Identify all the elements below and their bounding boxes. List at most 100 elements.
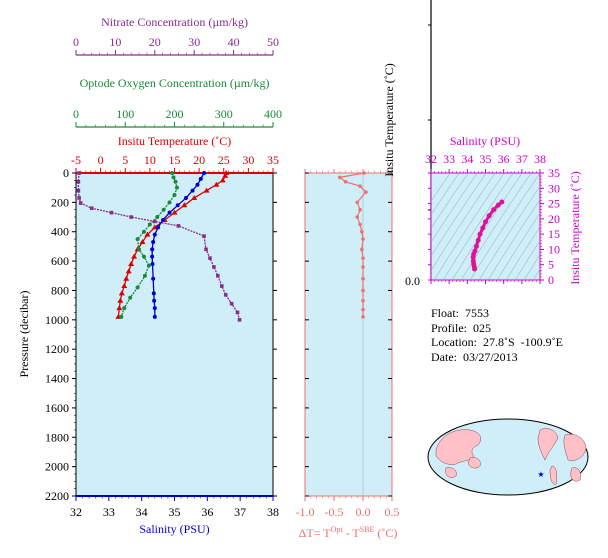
density-contour — [431, 173, 460, 216]
density-contour — [514, 240, 540, 280]
pressure-tick-label: 0 — [63, 166, 69, 180]
ts-point — [499, 199, 505, 205]
ts-plot-area — [430, 172, 541, 281]
ts-series — [470, 199, 505, 272]
nitrate-point — [235, 310, 240, 315]
salinity-point — [202, 171, 207, 175]
nitrate-tick-label: 40 — [228, 35, 240, 49]
temperature-tick-label: 20 — [193, 153, 205, 167]
pressure-tick-label: 200 — [51, 195, 69, 209]
pressure-tick-label: 1400 — [45, 372, 69, 386]
density-contour — [532, 268, 540, 280]
delta-t-point — [361, 265, 365, 269]
density-contour — [469, 173, 540, 280]
ts-point — [477, 231, 483, 237]
nitrate-point — [202, 234, 206, 238]
salinity-point — [198, 176, 203, 181]
salinity-point — [195, 182, 200, 187]
delta-t-chart: -1.0 -0.5 0.0 0.5 ΔT= TOpt - TSBE (˚C) — [296, 169, 400, 540]
oxygen-point — [147, 222, 152, 227]
oxygen-point — [161, 207, 166, 212]
salinity-tick-label: 34 — [136, 505, 148, 519]
ts-x-tick-label: 35 — [480, 152, 492, 166]
salinity-tick-label: 37 — [234, 505, 246, 519]
oxygen-point — [122, 306, 127, 311]
ts-x-tick-label: 32 — [425, 152, 437, 166]
temperature-point — [222, 172, 229, 178]
oxygen-point — [172, 193, 177, 198]
density-contour — [431, 173, 469, 229]
density-contour — [431, 173, 487, 257]
nitrate-point — [109, 210, 114, 215]
ts-point — [475, 237, 481, 243]
temperature-point — [223, 170, 230, 175]
nitrate-point — [223, 293, 228, 297]
ts-x-tick-label: 33 — [443, 152, 455, 166]
pressure-axis: 0 200 400 600 800 1000 1200 1400 1600 1800 2000 220… — [45, 166, 277, 503]
pressure-tick-label: 1600 — [45, 401, 69, 415]
nitrate-point — [153, 219, 157, 224]
salinity-point — [152, 232, 157, 237]
temperature-point — [131, 253, 138, 259]
nitrate-tick-label: 50 — [267, 35, 279, 49]
delta-t-tick-label: -0.5 — [325, 505, 344, 519]
oxygen-point — [135, 237, 140, 242]
delta-t-point — [361, 276, 365, 281]
oxygen-point — [146, 263, 151, 268]
profile-series — [76, 170, 242, 322]
ts-y-tick-label: 25 — [548, 197, 560, 211]
delta-t-point — [362, 171, 366, 175]
salinity-point — [150, 247, 155, 252]
salinity-point — [156, 225, 161, 230]
salinity-tick-label: 35 — [169, 505, 181, 519]
pressure-tick-label: 400 — [51, 225, 69, 239]
left-axis-zero: 0.0 — [405, 274, 420, 288]
nitrate-point — [237, 318, 242, 322]
oxygen-point — [173, 179, 178, 184]
density-contour — [487, 199, 540, 280]
density-contour — [431, 173, 451, 202]
density-contour — [460, 173, 532, 280]
delta-t-point — [360, 247, 364, 252]
pressure-tick-label: 1800 — [45, 430, 69, 444]
delta-t-point — [338, 175, 342, 180]
salinity-point — [151, 291, 156, 296]
nitrate-point — [219, 284, 224, 288]
temperature-point — [144, 231, 151, 237]
salinity-tick-label: 32 — [70, 505, 82, 519]
salinity-tick-label: 36 — [201, 505, 213, 519]
oxygen-point — [170, 171, 175, 175]
density-contour — [505, 226, 540, 280]
ts-y-tick-label: 35 — [548, 166, 560, 180]
delta-t-point — [355, 200, 360, 205]
salinity-point — [190, 188, 195, 193]
map-land — [435, 428, 587, 485]
delta-t-point — [361, 315, 365, 319]
float-location: Location: 27.8˚S -100.9˚E — [431, 335, 563, 349]
pressure-tick-label: 1000 — [45, 313, 69, 327]
nitrate-point — [77, 171, 81, 175]
oxygen-tick-label: 100 — [116, 107, 134, 121]
oxygen-tick-label: 0 — [73, 107, 79, 121]
temperature-point — [118, 290, 125, 296]
delta-t-point — [361, 288, 365, 293]
delta-t-point — [355, 215, 360, 219]
nitrate-axis-title: Nitrate Concentration (µm/kg) — [101, 15, 248, 29]
pressure-tick-label: 2200 — [45, 489, 69, 503]
delta-t-point — [358, 222, 362, 227]
delta-t-point — [364, 190, 368, 194]
temperature-point — [219, 177, 226, 183]
density-contours — [431, 173, 540, 280]
salinity-axis-title: Salinity (PSU) — [139, 522, 209, 536]
oxygen-point — [142, 273, 147, 278]
nitrate-tick-label: 0 — [73, 35, 79, 49]
nitrate-tick-label: 20 — [149, 35, 161, 49]
temperature-tick-label: 0 — [98, 153, 104, 167]
profile-number: Profile: 025 — [431, 320, 491, 335]
oxygen-point — [171, 175, 176, 180]
salinity-point — [150, 262, 155, 267]
delta-t-axis: -1.0 -0.5 0.0 0.5 — [296, 169, 400, 519]
